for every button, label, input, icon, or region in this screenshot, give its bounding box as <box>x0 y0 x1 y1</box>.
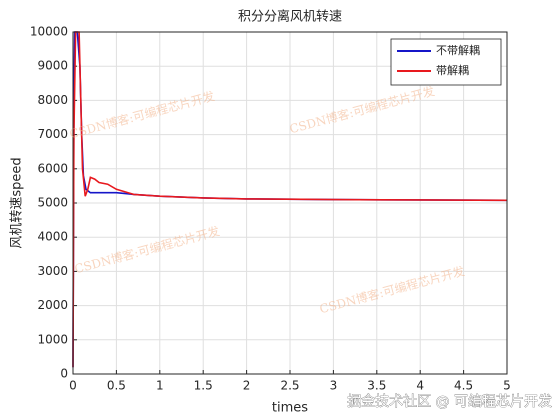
legend-box <box>390 38 502 86</box>
y-tick-label: 4000 <box>37 230 68 244</box>
y-tick-label: 6000 <box>37 161 68 175</box>
y-tick-label: 0 <box>60 367 68 381</box>
y-tick-label: 5000 <box>37 196 68 210</box>
y-tick-label: 10000 <box>30 25 68 39</box>
x-tick-label: 1 <box>156 379 164 393</box>
x-tick-label: 2 <box>243 379 251 393</box>
x-tick-label: 3.5 <box>367 379 386 393</box>
y-tick-label: 7000 <box>37 127 68 141</box>
chart-title: 积分分离风机转速 <box>238 9 342 25</box>
y-axis-label: 风机转速speed <box>10 157 25 248</box>
x-tick-label: 1.5 <box>194 379 213 393</box>
x-tick-label: 0.5 <box>107 379 126 393</box>
x-axis-label: times <box>272 401 308 416</box>
x-tick-label: 4.5 <box>454 379 473 393</box>
y-tick-label: 2000 <box>37 298 68 312</box>
axes-box <box>72 31 508 375</box>
x-tick-label: 0 <box>69 379 77 393</box>
y-tick-label: 8000 <box>37 93 68 107</box>
legend-label: 带解耦 <box>436 63 469 77</box>
line <box>72 31 508 368</box>
y-tick-label: 9000 <box>37 59 68 73</box>
x-tick-label: 5 <box>503 379 511 393</box>
y-tick-label: 3000 <box>37 264 68 278</box>
x-tick-label: 4 <box>416 379 424 393</box>
x-tick-label: 2.5 <box>280 379 299 393</box>
y-tick-label: 1000 <box>37 332 68 346</box>
footer-watermark: 掘金技术社区 @ 可编程芯片开发 <box>347 394 552 410</box>
x-tick-label: 3 <box>330 379 338 393</box>
legend-label: 不带解耦 <box>436 43 480 57</box>
